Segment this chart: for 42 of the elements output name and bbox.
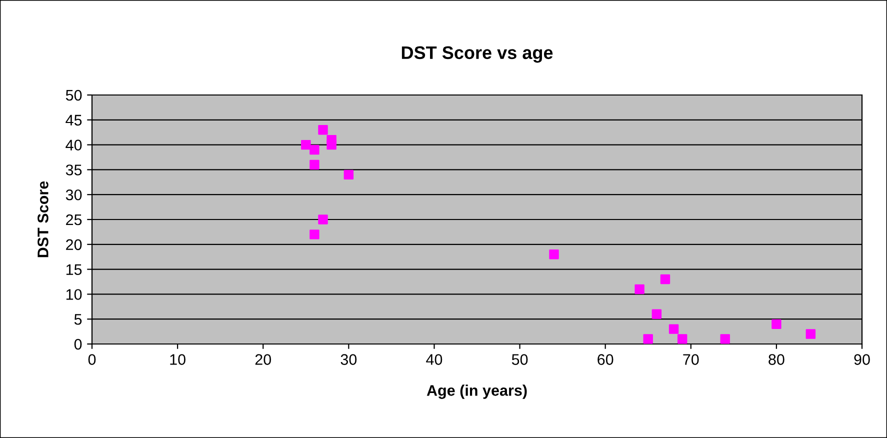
point (660, 274, 670, 284)
point (318, 214, 328, 224)
x-tick-label: 50 (512, 354, 528, 365)
point (652, 309, 662, 319)
x-tick-label: 40 (426, 354, 442, 365)
y-tick-label: 20 (66, 239, 82, 250)
y-tick-label: 10 (66, 289, 82, 300)
point (301, 140, 311, 150)
y-axis-title: DST Score (38, 181, 48, 258)
point (634, 284, 644, 294)
y-tick-label: 50 (66, 90, 82, 101)
x-tick-label: 60 (598, 354, 614, 365)
y-tick-label: 25 (66, 214, 82, 226)
point (310, 160, 320, 170)
point (720, 334, 730, 344)
y-tick-label: 0 (74, 338, 82, 350)
x-axis-title: Age (in years) (426, 384, 527, 399)
point (772, 319, 782, 329)
x-tick-label: 10 (170, 354, 186, 365)
point (310, 230, 320, 240)
x-tick-label: 0 (88, 354, 96, 365)
point (318, 125, 328, 135)
y-tick-label: 30 (66, 189, 82, 200)
x-tick-label: 90 (854, 354, 870, 365)
point (806, 329, 816, 339)
point (677, 334, 688, 344)
x-tick-label: 80 (768, 354, 784, 365)
point (326, 140, 336, 150)
y-tick-label: 40 (66, 140, 82, 150)
point (344, 170, 354, 180)
point (643, 334, 653, 344)
x-tick-label: 20 (255, 354, 272, 365)
y-tick-label: 15 (66, 264, 82, 275)
y-tick-label: 35 (66, 164, 82, 176)
y-tick-label: 45 (66, 114, 82, 126)
x-tick-label: 70 (683, 354, 699, 365)
point (310, 144, 320, 155)
point (668, 324, 679, 334)
chart-title: DST Score vs age (402, 46, 553, 63)
point (549, 250, 559, 260)
y-tick-label: 5 (74, 314, 82, 325)
x-tick-label: 30 (340, 354, 357, 365)
